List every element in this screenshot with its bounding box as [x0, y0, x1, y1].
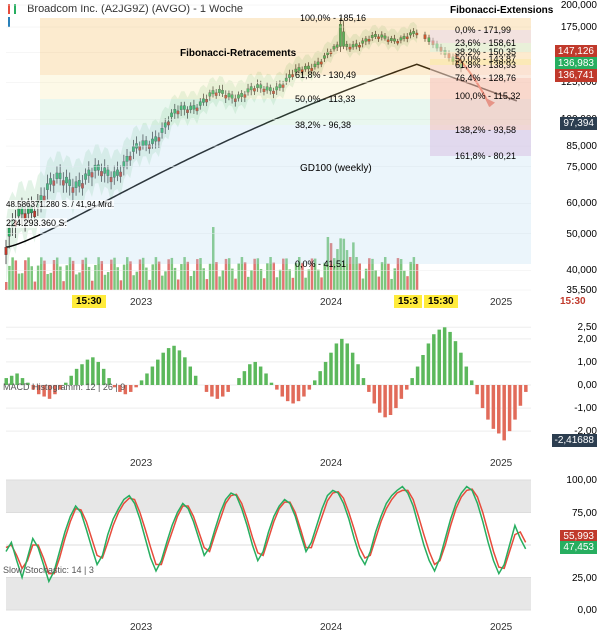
year-label: 2024: [320, 458, 342, 469]
fib-ext-level-label: 61,8% - 138,93: [455, 60, 516, 70]
gd100-label: GD100 (weekly): [300, 163, 372, 174]
y-tick-label: 175,000: [561, 22, 597, 33]
stoch-y-tick: 25,00: [572, 573, 597, 584]
fib-retracements-label: Fibonacci-Retracements: [180, 48, 296, 59]
fib-ext-level-label: 0,0% - 171,99: [455, 25, 511, 35]
fib-level-label: 61,8% - 130,49: [295, 70, 356, 80]
time-marker: 15:30: [72, 295, 106, 308]
price-tag: 136,983: [555, 57, 597, 70]
x-axis-macd: 2023 2024 2025: [0, 458, 599, 472]
year-label: 2023: [130, 458, 152, 469]
y-tick-label: 75,000: [566, 162, 597, 173]
main-price-chart[interactable]: 200,000175,000150,000125,000100,00085,00…: [0, 0, 599, 300]
year-label: 2025: [490, 458, 512, 469]
macd-y-tick: 1,00: [578, 357, 597, 368]
fib-extensions-label: Fibonacci-Extensions: [450, 5, 553, 16]
year-label: 2024: [320, 297, 342, 308]
time-marker: 15:3: [394, 295, 422, 308]
macd-y-tick: 2,00: [578, 334, 597, 345]
fib-ext-level-label: 161,8% - 80,21: [455, 151, 516, 161]
macd-value-tag: -2,41688: [552, 434, 597, 447]
macd-y-labels: 2,502,001,000,00-1,00-2,00-2,41688: [0, 320, 599, 455]
y-tick-label: 60,000: [566, 198, 597, 209]
year-label: 2023: [130, 297, 152, 308]
shares-text-1: 48.586371.280 S. / 41,94 Mrd.: [6, 200, 114, 209]
price-tag: 136,741: [555, 69, 597, 82]
y-tick-label: 40,000: [566, 265, 597, 276]
year-label: 2024: [320, 622, 342, 633]
fib-ext-level-label: 76,4% - 128,76: [455, 73, 516, 83]
macd-y-tick: 2,50: [578, 322, 597, 333]
macd-histogram-chart[interactable]: MACD Histogramm: 12 | 26 | 9 2,502,001,0…: [0, 320, 599, 455]
fib-level-label: 0,0% - 41,51: [295, 259, 346, 269]
x-axis-main: 20232024202515:3015:315:3015:30: [0, 297, 599, 313]
x-axis-stoch: 2023 2024 2025: [0, 622, 599, 636]
time-marker: 15:30: [556, 295, 590, 308]
slow-stochastic-chart[interactable]: Slow Stochastic: 14 | 3 100,0075,0050,00…: [0, 475, 599, 620]
price-tag: 97,394: [560, 117, 597, 130]
year-label: 2025: [490, 622, 512, 633]
fib-level-label: 100,0% - 185,16: [300, 13, 366, 23]
fib-level-label: 38,2% - 96,38: [295, 120, 351, 130]
year-label: 2025: [490, 297, 512, 308]
fib-ext-level-label: 138,2% - 93,58: [455, 125, 516, 135]
fib-level-label: 50,0% - 113,33: [295, 94, 355, 104]
stoch-value-tag: 47,453: [560, 541, 597, 554]
macd-y-tick: -1,00: [574, 403, 597, 414]
stoch-y-tick: 100,00: [566, 475, 597, 486]
macd-y-tick: 0,00: [578, 380, 597, 391]
stoch-y-labels: 100,0075,0050,0025,000,0055,99347,453: [0, 475, 599, 620]
y-tick-label: 200,000: [561, 0, 597, 11]
fib-ext-level-label: 100,0% - 115,32: [455, 91, 520, 101]
stoch-y-tick: 0,00: [578, 605, 597, 616]
stoch-y-tick: 75,00: [572, 508, 597, 519]
y-tick-label: 85,000: [566, 141, 597, 152]
shares-text-2: 224.293.360 S.: [6, 218, 67, 228]
y-tick-label: 50,000: [566, 229, 597, 240]
year-label: 2023: [130, 622, 152, 633]
time-marker: 15:30: [424, 295, 458, 308]
